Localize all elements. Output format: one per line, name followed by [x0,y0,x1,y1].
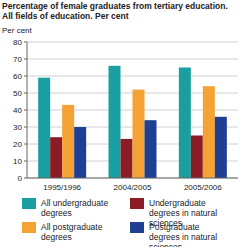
category-label: 2004/2005 [114,183,152,192]
bar [133,90,145,178]
legend-item: All postgraduate degrees [22,222,119,242]
grid-line [27,76,238,77]
legend-label: Postgraduate degrees in natural sciences [149,222,227,247]
title: Percentage of female graduates from tert… [2,1,228,11]
tick-label: 10 [13,157,22,166]
tick-label: 20 [13,140,22,149]
bar [74,127,86,178]
bar [109,66,121,178]
bar [203,86,215,178]
legend-item: Postgraduate degrees in natural sciences [130,222,227,247]
category-label: 2005/2006 [184,183,222,192]
x-axis [27,178,238,179]
legend-swatch [22,222,36,233]
grid-line [27,59,238,60]
bar [50,137,62,178]
subtitle: All fields of education. Per cent [2,11,129,21]
y-label: Per cent [2,26,33,35]
tick-label: 50 [13,89,22,98]
tick-label: 40 [13,106,22,115]
grid-line [27,178,238,179]
bars [38,66,227,178]
tick-label: 60 [13,72,22,81]
bar [38,78,50,178]
category-label: 1995/1996 [43,183,81,192]
bar [145,120,157,178]
y-axis [27,42,28,178]
legend-label: All undergraduate degrees [41,198,119,218]
tick-label: 80 [13,38,22,47]
bar [179,68,191,179]
legend-item: All undergraduate degrees [22,198,119,218]
legend-label: All postgraduate degrees [41,222,119,242]
bar [62,105,74,178]
tick-label: 30 [13,123,22,132]
bar [215,117,227,178]
bar [121,139,133,178]
bar [191,136,203,179]
tick-label: 70 [13,55,22,64]
grid-line [27,42,238,43]
tick-label: 0 [18,174,23,183]
legend-swatch [130,222,144,233]
legend-swatch [130,198,144,209]
legend-swatch [22,198,36,209]
